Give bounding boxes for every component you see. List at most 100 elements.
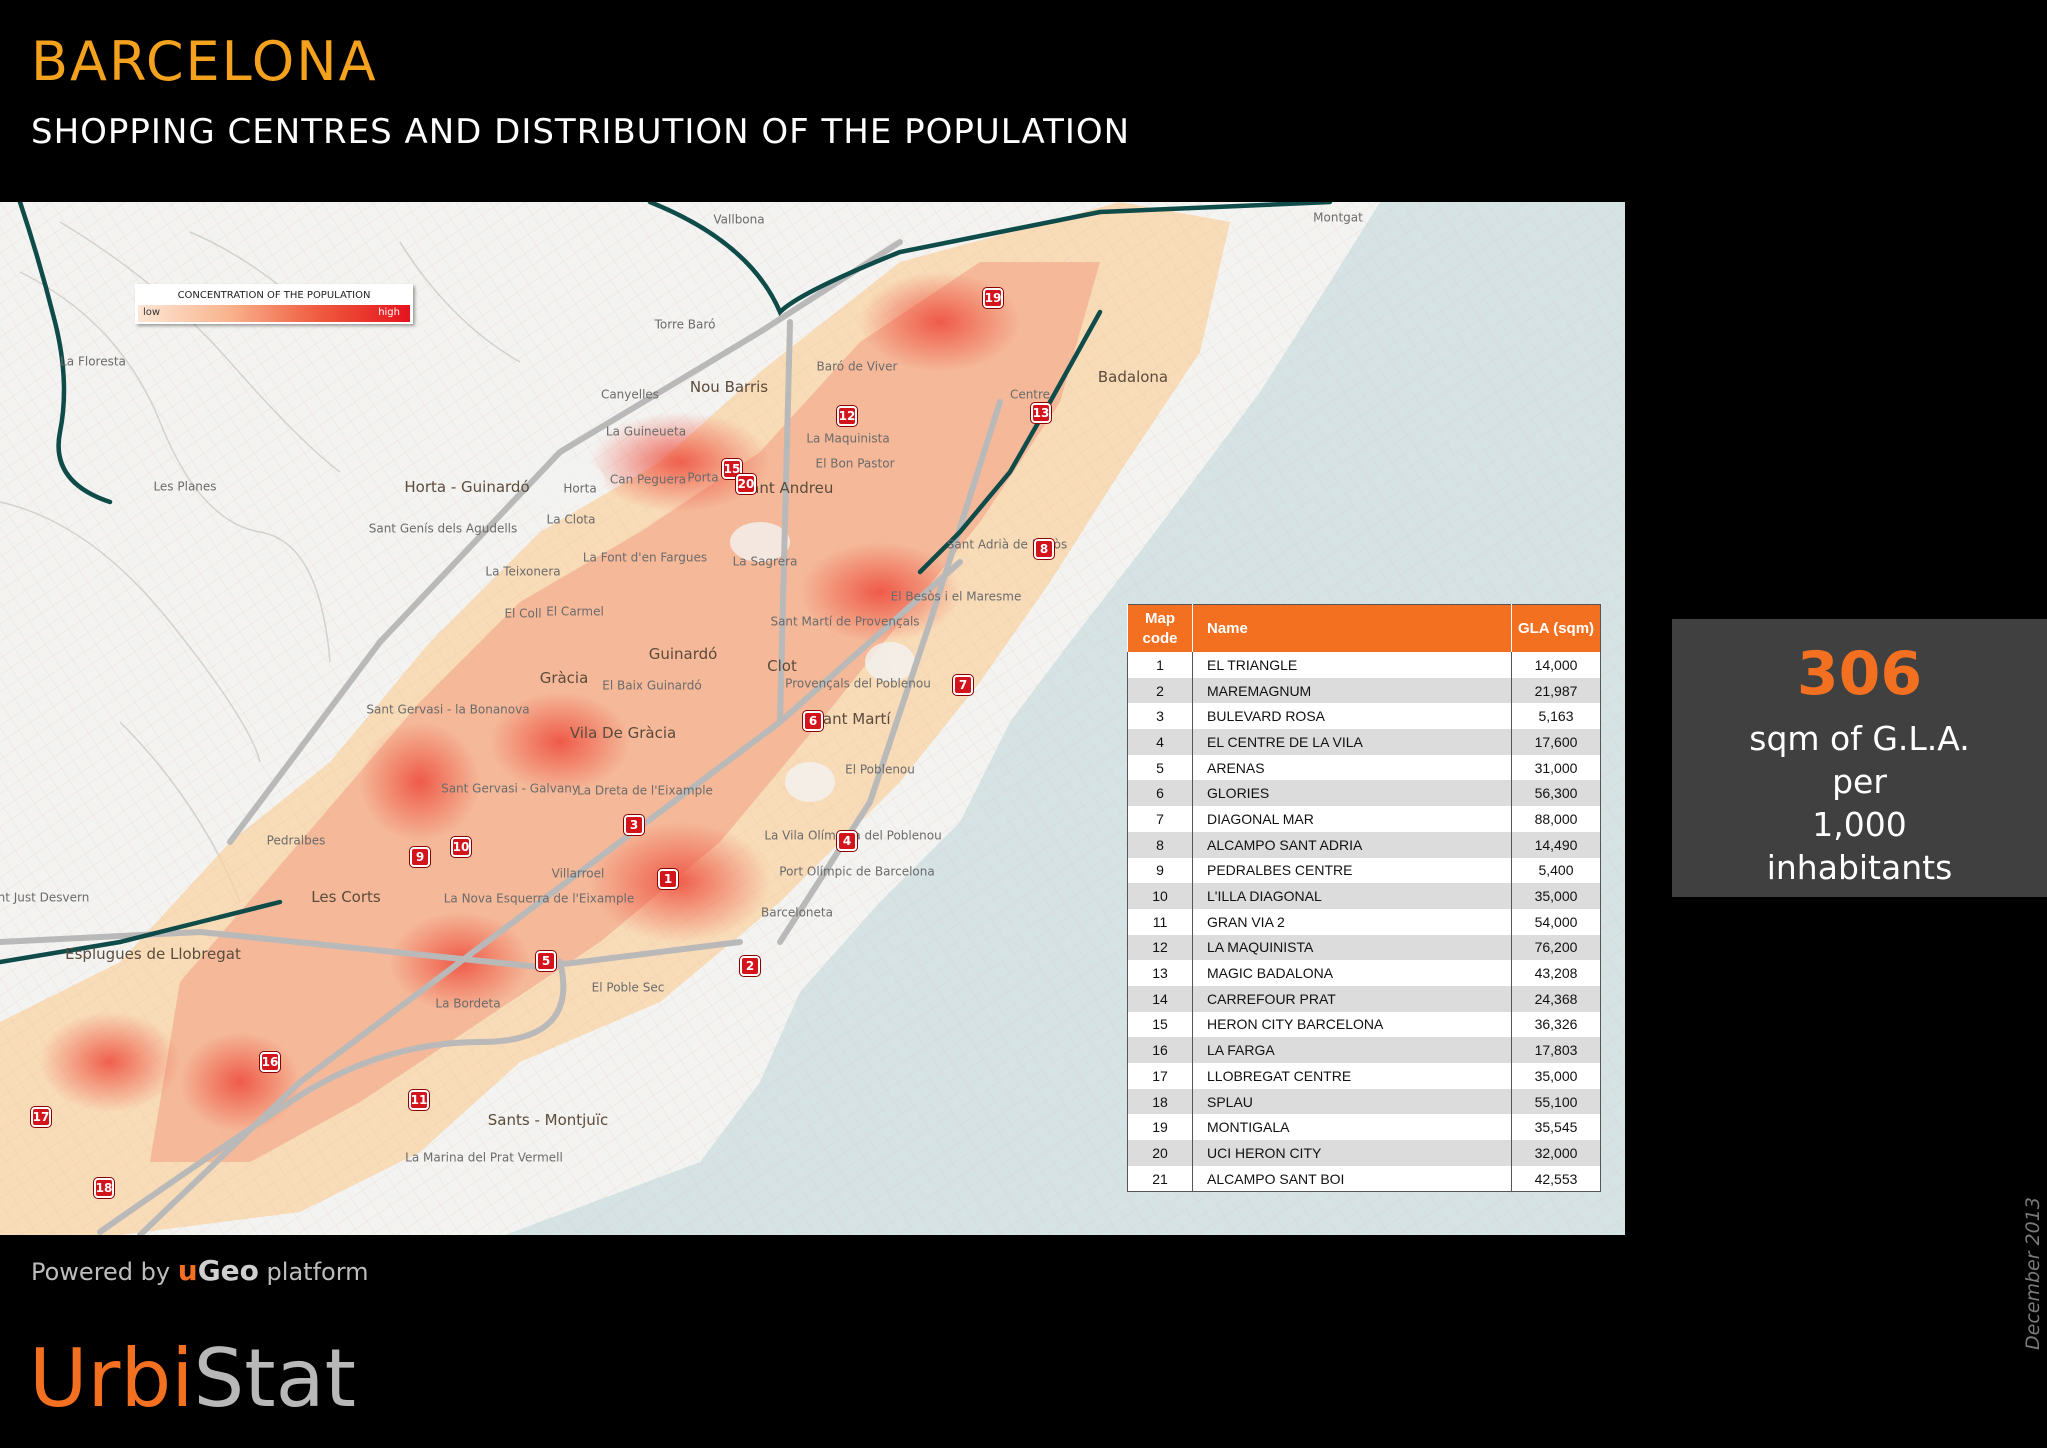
legend-low-label: low xyxy=(143,307,161,318)
cell-name: SPLAU xyxy=(1192,1088,1512,1115)
cell-name: ARENAS xyxy=(1192,754,1512,781)
cell-code: 20 xyxy=(1127,1140,1193,1166)
map-legend: CONCENTRATION OF THE POPULATION low high xyxy=(135,284,413,324)
cell-code: 10 xyxy=(1127,883,1193,909)
cell-code: 12 xyxy=(1127,934,1193,961)
cell-code: 1 xyxy=(1127,652,1193,678)
marker-shopping-centre[interactable]: 13 xyxy=(1031,403,1051,423)
place-label: La Nova Esquerra de l'Eixample xyxy=(443,891,635,906)
ugeo-logo-u: u xyxy=(177,1254,198,1287)
brand-stat: Stat xyxy=(193,1332,356,1425)
table-row: 2 MAREMAGNUM 21,987 xyxy=(1127,677,1601,704)
legend-gradient xyxy=(138,305,410,322)
page-title: BARCELONA xyxy=(31,30,378,93)
place-label: Gràcia xyxy=(539,669,589,687)
legend-high-label: high xyxy=(378,307,400,318)
publication-date: December 2013 xyxy=(2022,1197,2044,1350)
cell-gla: 14,000 xyxy=(1511,652,1601,678)
powered-suffix: platform xyxy=(266,1258,369,1286)
place-label: Barceloneta xyxy=(761,905,833,920)
marker-shopping-centre[interactable]: 19 xyxy=(983,288,1003,308)
place-label: El Poble Sec xyxy=(591,980,665,995)
cell-gla: 56,300 xyxy=(1511,780,1601,807)
powered-prefix: Powered by xyxy=(31,1258,171,1286)
cell-gla: 31,000 xyxy=(1511,754,1601,781)
table-row: 13 MAGIC BADALONA 43,208 xyxy=(1127,960,1601,986)
table-row: 17 LLOBREGAT CENTRE 35,000 xyxy=(1127,1063,1601,1089)
marker-shopping-centre[interactable]: 6 xyxy=(803,711,823,731)
place-label: La Font d'en Fargues xyxy=(582,550,708,565)
cell-code: 14 xyxy=(1127,985,1193,1012)
table-row: 4 EL CENTRE DE LA VILA 17,600 xyxy=(1127,729,1601,755)
marker-shopping-centre[interactable]: 5 xyxy=(536,951,556,971)
marker-shopping-centre[interactable]: 9 xyxy=(410,847,430,867)
table-row: 6 GLORIES 56,300 xyxy=(1127,780,1601,807)
cell-gla: 55,100 xyxy=(1511,1088,1601,1115)
cell-gla: 24,368 xyxy=(1511,985,1601,1012)
place-label: Horta xyxy=(563,481,597,496)
marker-shopping-centre[interactable]: 2 xyxy=(740,956,760,976)
table-row: 14 CARREFOUR PRAT 24,368 xyxy=(1127,985,1601,1012)
marker-shopping-centre[interactable]: 7 xyxy=(953,675,973,695)
place-label: La Floresta xyxy=(60,354,126,369)
place-label: La Bordeta xyxy=(435,996,501,1011)
marker-shopping-centre[interactable]: 16 xyxy=(260,1052,280,1072)
place-label: Vallbona xyxy=(713,212,765,227)
population-map[interactable]: CONCENTRATION OF THE POPULATION low high… xyxy=(0,202,1625,1235)
place-label: Sant Genís dels Agudells xyxy=(368,521,518,536)
cell-name: BULEVARD ROSA xyxy=(1192,703,1512,730)
marker-shopping-centre[interactable]: 20 xyxy=(736,474,756,494)
marker-shopping-centre[interactable]: 18 xyxy=(94,1178,114,1198)
cell-name: LA MAQUINISTA xyxy=(1192,934,1512,961)
place-label: Badalona xyxy=(1097,368,1169,386)
cell-code: 7 xyxy=(1127,806,1193,832)
main-roads xyxy=(0,239,1003,1235)
table-row: 5 ARENAS 31,000 xyxy=(1127,754,1601,781)
place-label: Sant Martí xyxy=(813,710,891,728)
marker-shopping-centre[interactable]: 1 xyxy=(658,869,678,889)
table-row: 3 BULEVARD ROSA 5,163 xyxy=(1127,703,1601,730)
table-row: 7 DIAGONAL MAR 88,000 xyxy=(1127,806,1601,832)
cell-name: MONTIGALA xyxy=(1192,1114,1512,1141)
cell-name: CARREFOUR PRAT xyxy=(1192,985,1512,1012)
table-row: 15 HERON CITY BARCELONA 36,326 xyxy=(1127,1011,1601,1038)
cell-code: 21 xyxy=(1127,1165,1193,1192)
marker-shopping-centre[interactable]: 10 xyxy=(451,837,471,857)
place-label: Can Peguera xyxy=(609,472,687,487)
marker-shopping-centre[interactable]: 3 xyxy=(624,815,644,835)
table-header-row: Map code Name GLA (sqm) xyxy=(1127,604,1601,652)
marker-shopping-centre[interactable]: 12 xyxy=(837,406,857,426)
shopping-centres-table: Map code Name GLA (sqm) 1 EL TRIANGLE 14,0… xyxy=(1127,604,1601,1193)
marker-shopping-centre[interactable]: 17 xyxy=(31,1107,51,1127)
gla-summary-line: sqm of G.L.A. xyxy=(1749,719,1970,758)
place-label: El Baix Guinardó xyxy=(602,678,702,693)
gla-summary-box: 306 sqm of G.L.A. per 1,000 inhabitants xyxy=(1672,619,2047,897)
cell-gla: 35,000 xyxy=(1511,883,1601,909)
cell-name: EL CENTRE DE LA VILA xyxy=(1192,729,1512,755)
cell-name: LA FARGA xyxy=(1192,1037,1512,1063)
table-row: 20 UCI HERON CITY 32,000 xyxy=(1127,1140,1601,1166)
table-row: 16 LA FARGA 17,803 xyxy=(1127,1037,1601,1063)
cell-code: 2 xyxy=(1127,677,1193,704)
marker-shopping-centre[interactable]: 4 xyxy=(837,831,857,851)
marker-shopping-centre[interactable]: 11 xyxy=(409,1090,429,1110)
place-label: Vila De Gràcia xyxy=(569,724,677,742)
place-label: La Marina del Prat Vermell xyxy=(405,1150,563,1165)
place-label: La Teixonera xyxy=(485,564,561,579)
cell-code: 6 xyxy=(1127,780,1193,807)
place-label: Canyelles xyxy=(600,387,660,402)
place-label: La Clota xyxy=(546,512,596,527)
place-label: Villarroel xyxy=(551,866,605,881)
cell-gla: 88,000 xyxy=(1511,806,1601,832)
cell-code: 4 xyxy=(1127,729,1193,755)
place-label: El Carmel xyxy=(546,604,604,619)
place-label: Les Planes xyxy=(153,479,217,494)
place-label: Torre Baró xyxy=(654,317,716,332)
table-row: 19 MONTIGALA 35,545 xyxy=(1127,1114,1601,1141)
cell-gla: 5,400 xyxy=(1511,857,1601,884)
gla-summary-line: 1,000 xyxy=(1812,805,1907,844)
cell-name: LLOBREGAT CENTRE xyxy=(1192,1063,1512,1089)
cell-name: GLORIES xyxy=(1192,780,1512,807)
marker-shopping-centre[interactable]: 8 xyxy=(1034,539,1054,559)
cell-gla: 17,600 xyxy=(1511,729,1601,755)
